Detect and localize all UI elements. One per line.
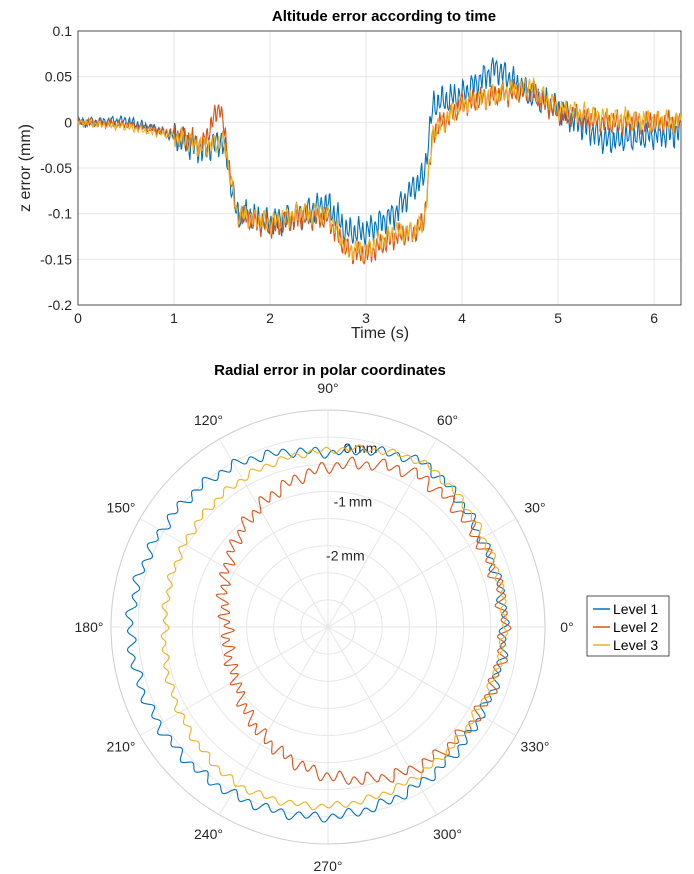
altitude-y-tick-label: -0.05	[40, 160, 72, 176]
altitude-x-tick-label: 2	[266, 310, 274, 326]
polar-chart: 0° 30° 60° 90° 120° 150° 180° 210° 240° 270° 300° 3…	[75, 380, 574, 874]
polar-angle-tick-label: 300°	[433, 826, 462, 842]
altitude-chart: 0 1 2 3 4 5 6 0.1 0.05 0 -0.05 -0.1 -0.15 -0.2	[40, 23, 682, 326]
legend: Level 1 Level 2 Level 3	[586, 595, 670, 657]
legend-label-level-3: Level 3	[613, 637, 658, 653]
altitude-x-tick-label: 1	[170, 310, 178, 326]
polar-series-line-3	[160, 444, 509, 811]
polar-angle-tick-label: 240°	[194, 826, 223, 842]
polar-angle-gridline	[219, 438, 329, 628]
polar-angle-gridline	[139, 626, 329, 736]
polar-angle-gridline	[219, 626, 329, 816]
altitude-x-tick-label: 3	[362, 310, 370, 326]
altitude-chart-title: Altitude error according to time	[272, 8, 496, 25]
polar-angle-tick-label: 60°	[437, 412, 458, 428]
altitude-x-tick-label: 0	[74, 310, 82, 326]
altitude-y-tick-label: -0.15	[40, 251, 72, 267]
altitude-axes-box	[77, 30, 682, 306]
altitude-x-tick-label: 6	[650, 310, 658, 326]
altitude-series-line-3	[77, 77, 682, 263]
altitude-x-tick-label: 5	[554, 310, 562, 326]
polar-angle-tick-label: 120°	[194, 412, 223, 428]
legend-label-level-1: Level 1	[613, 601, 658, 617]
polar-series-line-1	[125, 444, 510, 823]
altitude-y-axis-label: z error (mm)	[17, 124, 34, 212]
altitude-y-tick-label: 0	[64, 114, 72, 130]
polar-angle-tick-label: 180°	[75, 619, 104, 635]
polar-radius-tick-label: -2 mm	[326, 547, 365, 563]
polar-angle-tick-label: 210°	[107, 739, 136, 755]
polar-angle-tick-label: 330°	[520, 739, 549, 755]
polar-outer-ring	[110, 409, 546, 845]
polar-angle-tick-label: 90°	[317, 380, 338, 396]
altitude-y-tick-label: -0.2	[48, 297, 72, 313]
polar-angle-tick-label: 30°	[524, 500, 545, 516]
altitude-series-line-1	[77, 57, 682, 247]
altitude-x-axis-label: Time (s)	[351, 325, 409, 342]
polar-angle-gridline	[327, 626, 437, 816]
polar-angle-gridline	[327, 626, 517, 736]
polar-angle-gridline	[327, 438, 437, 628]
polar-angle-tick-label: 270°	[314, 858, 343, 874]
polar-series-line-2	[215, 456, 512, 786]
polar-chart-title: Radial error in polar coordinates	[214, 362, 446, 379]
altitude-y-tick-label: 0.1	[53, 23, 73, 39]
altitude-x-tick-label: 4	[458, 310, 466, 326]
altitude-y-tick-label: 0.05	[45, 69, 72, 85]
polar-angle-tick-label: 0°	[560, 619, 573, 635]
polar-angle-gridline	[139, 518, 329, 628]
polar-radius-tick-label: -1 mm	[334, 494, 373, 510]
polar-angle-gridline	[327, 518, 517, 628]
legend-box	[586, 595, 670, 657]
polar-angle-tick-label: 150°	[107, 500, 136, 516]
polar-radius-tick-label: 0 mm	[343, 440, 377, 456]
legend-label-level-2: Level 2	[613, 619, 658, 635]
altitude-y-tick-label: -0.1	[48, 206, 72, 222]
